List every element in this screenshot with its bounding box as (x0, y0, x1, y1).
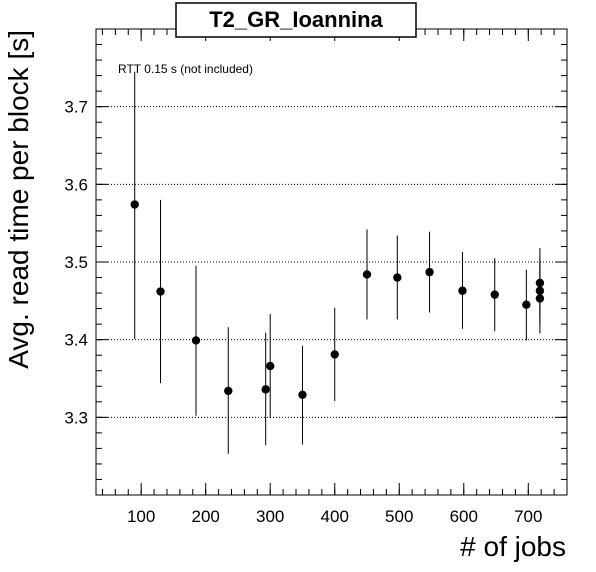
x-tick-label: 100 (127, 507, 155, 526)
data-point (298, 390, 307, 400)
data-point (156, 287, 165, 296)
x-tick-label: 600 (450, 507, 478, 526)
y-tick-label: 3.4 (64, 331, 88, 350)
grid-layer (96, 106, 567, 418)
y-tick-label: 3.5 (64, 253, 88, 272)
chart-title: T2_GR_Ioannina (209, 7, 383, 32)
data-point (535, 294, 545, 303)
data-point (362, 270, 372, 279)
y-tick-label: 3.3 (64, 408, 88, 427)
data-point (266, 361, 275, 371)
tick-layer: 3.3 3.4 3.5 3.6 3.7 100 200 300 400 500 600 700 (64, 28, 568, 526)
y-axis-title: Avg. read time per block [s] (3, 30, 34, 369)
data-point (330, 350, 339, 359)
x-tick-label: 200 (191, 507, 219, 526)
data-point (224, 386, 233, 396)
data-point (458, 286, 467, 295)
x-axis-title: # of jobs (460, 531, 566, 562)
y-tick-label: 3.6 (64, 175, 88, 194)
data-point (522, 300, 531, 309)
data-layer (130, 71, 545, 454)
rtt-annotation: RTT 0.15 s (not included) (118, 62, 253, 76)
data-point (490, 290, 499, 299)
y-tick-label: 3.7 (64, 98, 88, 117)
x-tick-label: 300 (256, 507, 284, 526)
title-box (175, 2, 417, 38)
data-point (191, 336, 201, 345)
data-point (261, 385, 270, 394)
data-point (393, 273, 402, 282)
data-point (130, 200, 139, 209)
plot-frame (95, 28, 568, 496)
x-tick-label: 700 (514, 507, 542, 526)
x-tick-label: 500 (385, 507, 413, 526)
x-tick-label: 400 (321, 507, 349, 526)
data-point (425, 267, 434, 277)
